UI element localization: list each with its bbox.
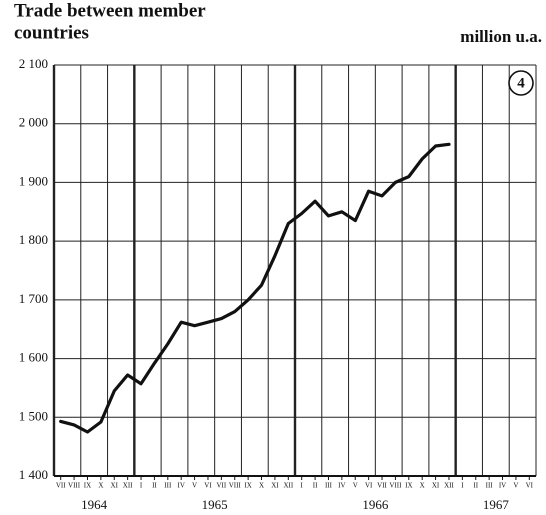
y-tick-label: 1 400 <box>19 467 48 482</box>
x-tick-label: XI <box>432 482 440 490</box>
x-tick-label: IV <box>338 482 345 490</box>
x-tick-label: II <box>313 482 318 490</box>
year-label: 1965 <box>202 497 228 512</box>
x-tick-label: VII <box>56 482 66 490</box>
x-tick-label: V <box>513 482 518 490</box>
chart-title: Trade between member <box>14 0 206 21</box>
year-label: 1967 <box>483 497 510 512</box>
x-tick-label: IV <box>177 482 184 490</box>
y-tick-label: 1 500 <box>19 408 48 423</box>
x-tick-label: XII <box>123 482 133 490</box>
y-tick-label: 2 100 <box>19 56 48 71</box>
x-tick-label: X <box>259 482 264 490</box>
x-tick-label: III <box>486 482 494 490</box>
x-tick-label: XI <box>111 482 119 490</box>
chart-title: countries <box>14 22 89 43</box>
y-tick-label: 1 600 <box>19 350 48 365</box>
x-tick-label: XII <box>444 482 454 490</box>
x-tick-label: V <box>353 482 358 490</box>
x-tick-label: XII <box>283 482 293 490</box>
x-tick-label: IX <box>244 482 251 490</box>
x-tick-label: V <box>192 482 197 490</box>
x-tick-label: VI <box>204 482 212 490</box>
x-tick-label: I <box>301 482 304 490</box>
x-tick-label: III <box>164 482 172 490</box>
x-tick-label: VII <box>217 482 227 490</box>
chart-number-circle <box>508 70 534 96</box>
x-tick-label: IX <box>405 482 412 490</box>
line <box>59 142 451 434</box>
year-label: 1964 <box>81 497 108 512</box>
chart-number: 4 <box>517 75 525 91</box>
y-tick-label: 1 900 <box>19 173 48 188</box>
x-tick-label: I <box>140 482 143 490</box>
x-tick-label: VI <box>365 482 373 490</box>
x-tick-label: X <box>98 482 103 490</box>
x-tick-label: VIII <box>389 482 402 490</box>
x-tick-label: VIII <box>229 482 242 490</box>
x-tick-label: III <box>325 482 333 490</box>
x-tick-label: II <box>473 482 478 490</box>
x-tick-label: I <box>461 482 464 490</box>
y-tick-label: 1 700 <box>19 291 48 306</box>
x-tick-label: X <box>420 482 425 490</box>
x-tick-label: IV <box>499 482 506 490</box>
x-tick-label: XI <box>271 482 279 490</box>
y-tick-label: 2 000 <box>19 115 48 130</box>
year-label: 1966 <box>362 497 389 512</box>
x-tick-label: VI <box>526 482 534 490</box>
x-tick-label: VII <box>377 482 387 490</box>
x-tick-label: IX <box>84 482 91 490</box>
y-tick-label: 1 800 <box>19 232 48 247</box>
x-tick-label: II <box>152 482 157 490</box>
x-tick-label: VIII <box>68 482 81 490</box>
unit-label: million u.a. <box>460 27 542 46</box>
